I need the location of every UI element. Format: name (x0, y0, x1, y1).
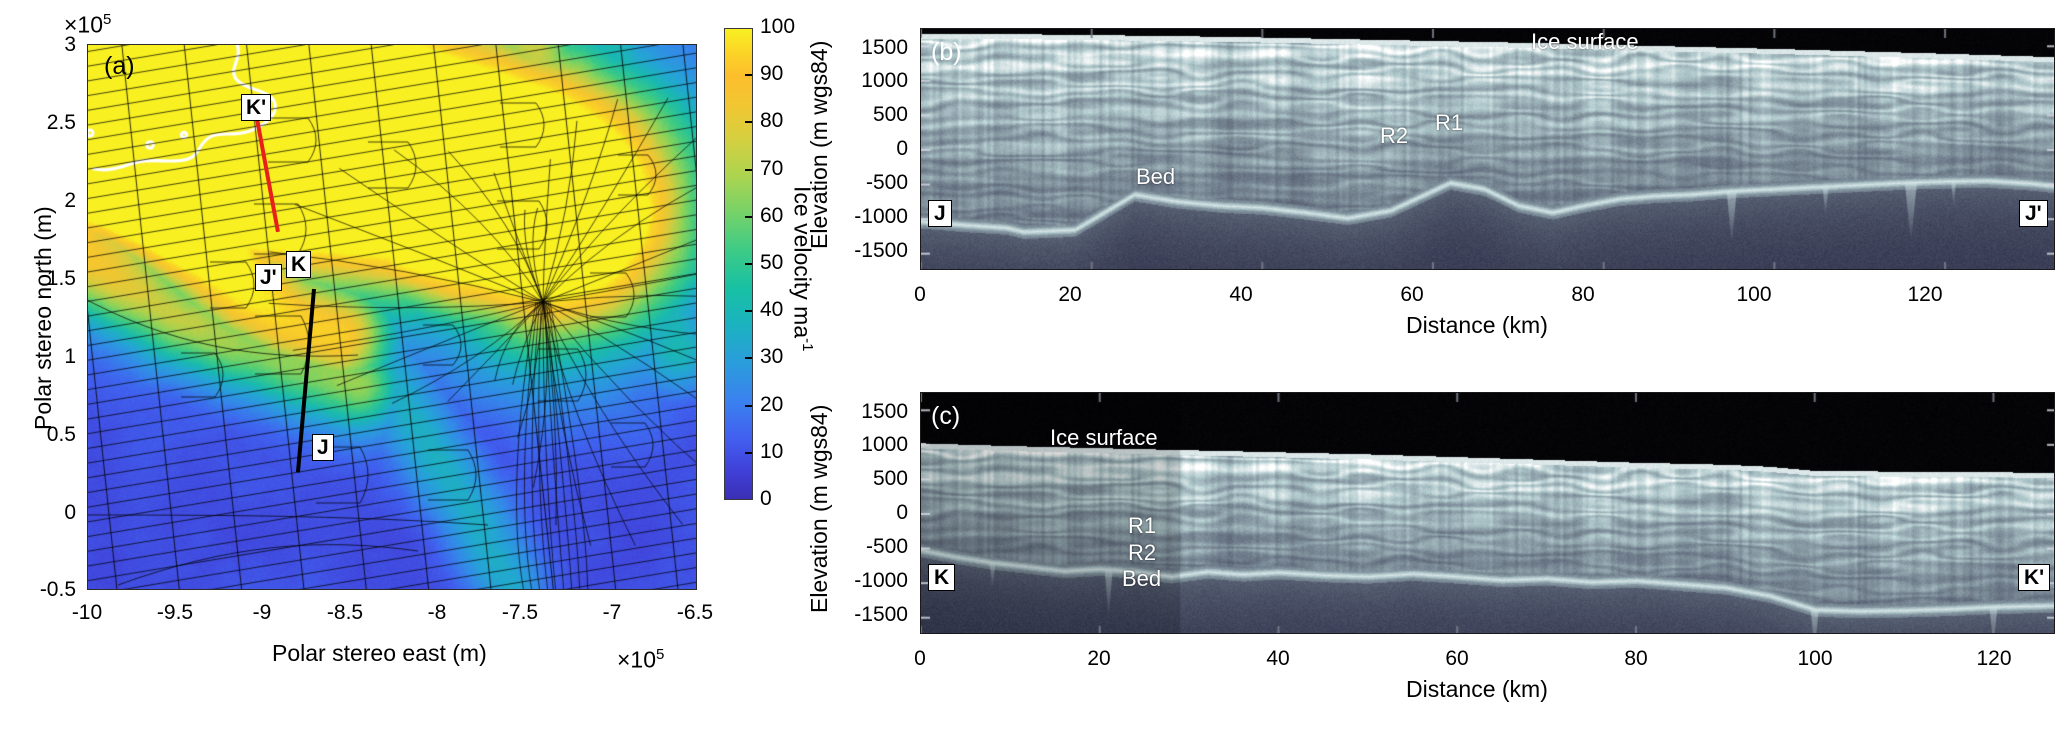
panel-a-xtick-4: -8 (427, 601, 447, 624)
panel-a-xtick-3: -8.5 (326, 601, 364, 624)
colorbar-tick-90 (745, 74, 752, 77)
panel-c-ytick-4: -500 (865, 535, 908, 558)
panel-b-xlabel: Distance (km) (1406, 312, 1548, 338)
panel-b-annotation-bed: Bed (1136, 164, 1176, 189)
panel-b-xtick-0: 0 (914, 283, 926, 306)
panel-c-start-tag: K (928, 564, 956, 591)
colorbar-ticklabel-30: 30 (760, 345, 784, 369)
panel-c-ytick-1: 1000 (861, 433, 908, 456)
panel-b-ytick-0: 1500 (861, 36, 908, 59)
panel-a-ytick-1: 2.5 (46, 111, 76, 134)
panel-c-xtick-0: 0 (914, 647, 926, 670)
panel-c-xtick-3: 60 (1445, 647, 1469, 670)
panel-a-ytick-4: 1 (64, 345, 76, 368)
panel-b-xtick-1: 20 (1058, 283, 1082, 306)
colorbar-tick-60 (745, 215, 752, 218)
panel-a-xtick-0: -10 (71, 601, 103, 624)
panel-b-xtick-5: 100 (1736, 283, 1772, 306)
panel-a-ytick-6: 0 (64, 501, 76, 524)
panel-c-radargram[interactable] (920, 392, 2055, 634)
panel-a-ylabel: Polar stereo north (m) (30, 206, 56, 430)
panel-b-ylabel: Elevation (m wgs84) (806, 40, 832, 249)
panel-a-xtick-2: -9 (252, 601, 272, 624)
panel-a-velocity-map[interactable] (87, 44, 697, 590)
panel-c-ytick-0: 1500 (861, 400, 908, 423)
flight-lines-overlay (88, 45, 696, 589)
panel-c-xlabel: Distance (km) (1406, 676, 1548, 702)
panel-a-xtick-6: -7 (602, 601, 622, 624)
panel-c-ylabel: Elevation (m wgs84) (806, 404, 832, 613)
colorbar-tick-80 (745, 121, 752, 124)
panel-b-xtick-2: 40 (1229, 283, 1253, 306)
panel-b-ytick-1: 1000 (861, 69, 908, 92)
panel-c-tag: (c) (931, 402, 961, 430)
colorbar-tick-30 (745, 357, 752, 360)
panel-a-xlabel: Polar stereo east (m) (272, 640, 487, 666)
panel-a-xtick-1: -9.5 (156, 601, 194, 624)
colorbar-ticklabel-60: 60 (760, 203, 784, 227)
panel-b-raster (921, 29, 2054, 269)
panel-b-radargram[interactable] (920, 28, 2055, 270)
map-label-kprime: K' (241, 94, 272, 121)
colorbar-ticklabel-10: 10 (760, 439, 784, 463)
map-label-k: K (286, 251, 312, 278)
panel-a-tag: (a) (104, 52, 135, 80)
panel-c-xtick-1: 20 (1087, 647, 1111, 670)
panel-b-annotation-r2: R2 (1380, 123, 1409, 148)
colorbar-ticklabel-50: 50 (760, 251, 784, 274)
panel-c-annotation-ice-surface: Ice surface (1050, 425, 1158, 450)
panel-b-ytick-6: -1500 (854, 239, 908, 262)
map-label-j: J (312, 434, 334, 461)
panel-c-ytick-2: 500 (872, 467, 908, 490)
panel-a-ytick-2: 2 (64, 189, 76, 212)
colorbar-ticklabel-70: 70 (760, 156, 784, 180)
panel-b-ytick-2: 500 (872, 103, 908, 126)
colorbar-ticklabel-20: 20 (760, 392, 784, 416)
colorbar-tick-50 (745, 263, 752, 265)
panel-c-annotation-r1: R1 (1128, 513, 1157, 538)
colorbar-tick-40 (745, 310, 752, 313)
panel-c-annotation-bed: Bed (1122, 566, 1162, 591)
colorbar-ticklabel-100: 100 (760, 15, 796, 38)
colorbar-ticklabel-80: 80 (760, 109, 784, 133)
panel-a-ytick-0: 3 (64, 33, 76, 56)
panel-b-end-tag: J' (2019, 200, 2048, 227)
panel-b-annotation-r1: R1 (1435, 110, 1464, 135)
panel-c-ytick-5: -1000 (854, 569, 908, 592)
map-label-jprime: J' (255, 264, 282, 291)
panel-c-annotation-r2: R2 (1128, 540, 1157, 565)
colorbar-tick-70 (745, 168, 752, 171)
panel-b-tag: (b) (931, 38, 962, 66)
panel-b-start-tag: J (928, 200, 952, 227)
colorbar-ticklabel-0: 0 (760, 487, 772, 510)
panel-a-ytick-3: 1.5 (46, 267, 76, 290)
panel-c-ytick-6: -1500 (854, 603, 908, 626)
panel-c-xtick-4: 80 (1624, 647, 1648, 670)
panel-b-ytick-3: 0 (896, 137, 908, 160)
panel-b-xtick-4: 80 (1571, 283, 1595, 306)
panel-c-xtick-5: 100 (1797, 647, 1833, 670)
panel-b-xtick-6: 120 (1907, 283, 1943, 306)
panel-b-ytick-4: -500 (865, 171, 908, 194)
panel-a-xtick-7: -6.5 (676, 601, 714, 624)
panel-a-ytick-5: 0.5 (46, 423, 76, 446)
panel-c-xtick-6: 120 (1976, 647, 2012, 670)
panel-c-ytick-3: 0 (896, 501, 908, 524)
panel-a-x-exponent: ×105 (617, 646, 665, 673)
panel-c-end-tag: K' (2018, 564, 2051, 591)
panel-b-xtick-3: 60 (1400, 283, 1424, 306)
panel-b-ytick-5: -1000 (854, 205, 908, 228)
panel-c-raster (921, 393, 2054, 633)
colorbar-tick-10 (745, 451, 752, 454)
panel-a-y-exponent: ×105 (64, 11, 112, 38)
panel-a-ytick-7: -0.5 (39, 578, 76, 601)
colorbar-ticklabel-90: 90 (760, 62, 784, 86)
colorbar-ticklabel-40: 40 (760, 298, 784, 322)
panel-c-xtick-2: 40 (1266, 647, 1290, 670)
panel-a-xtick-5: -7.5 (501, 601, 539, 624)
panel-b-annotation-ice-surface: Ice surface (1531, 29, 1639, 54)
colorbar-tick-20 (745, 404, 752, 407)
